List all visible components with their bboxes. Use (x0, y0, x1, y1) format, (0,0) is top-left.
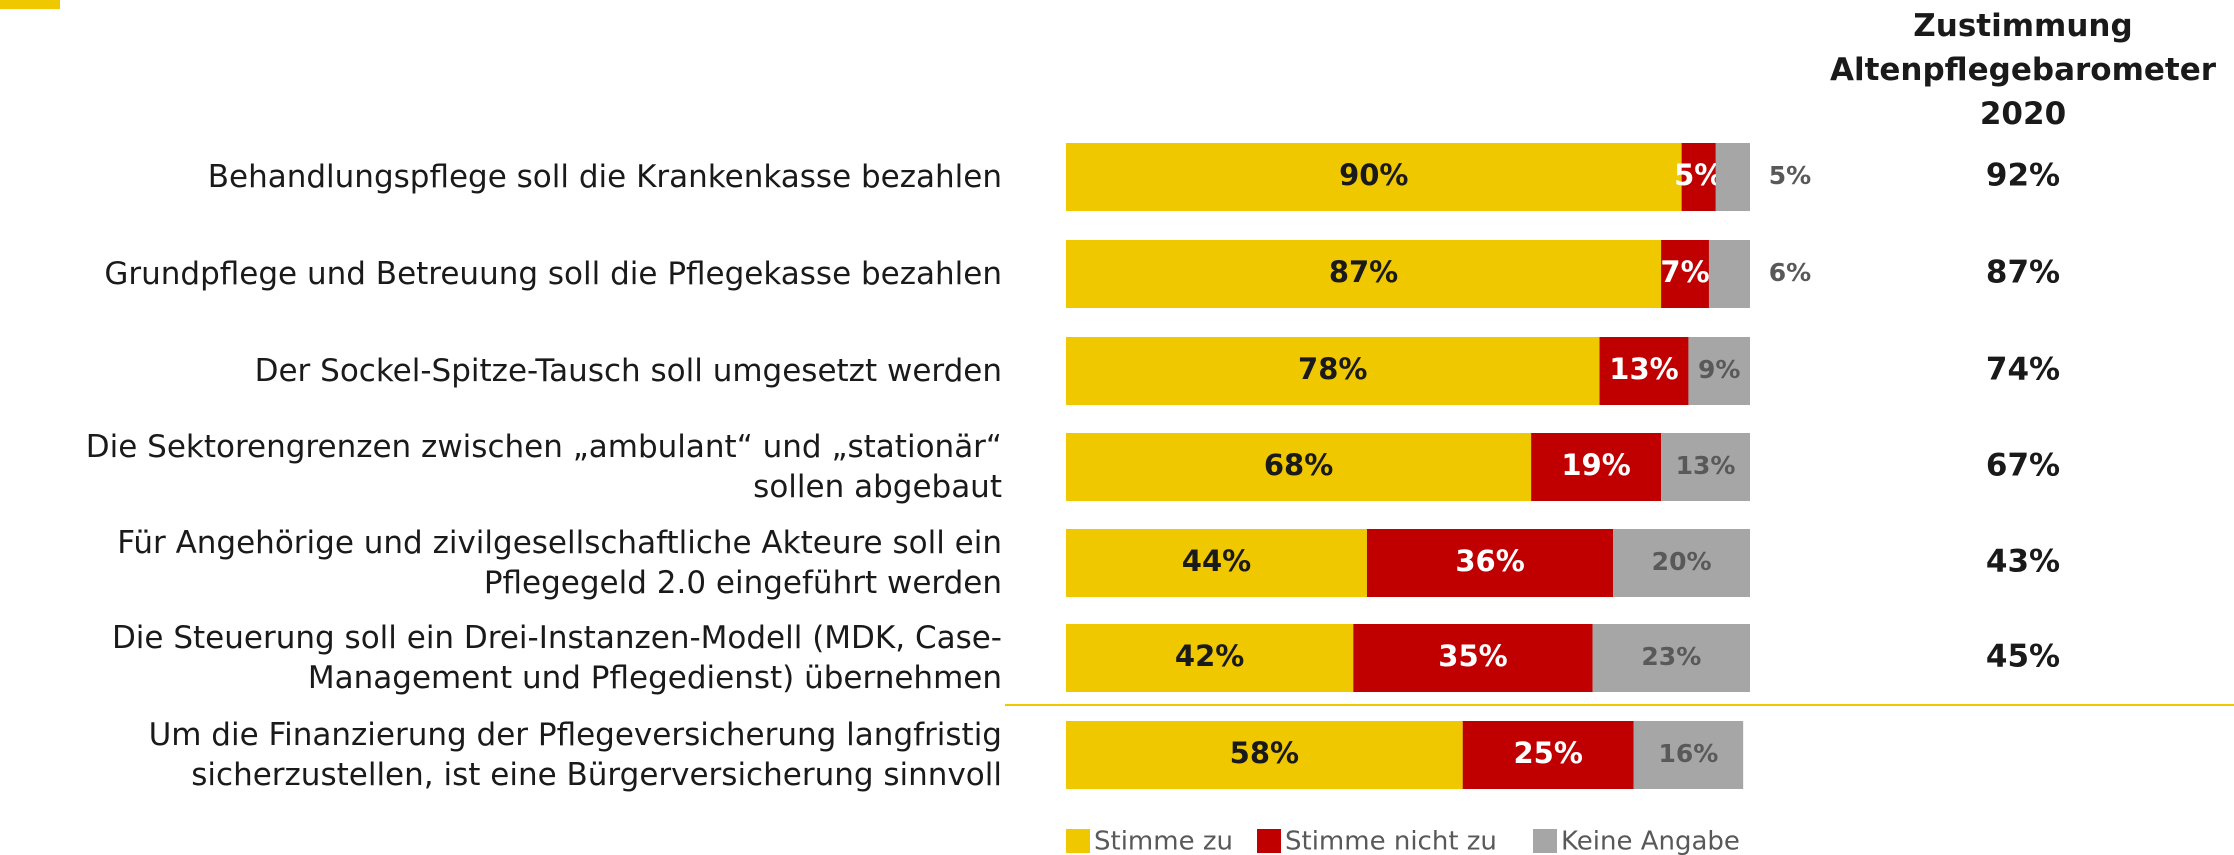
data-label: 9% (1698, 355, 1740, 384)
data-label: 68% (1264, 448, 1333, 482)
data-label: 13% (1609, 352, 1678, 386)
data-label: 25% (1514, 736, 1583, 770)
bar-segment (1366, 529, 1614, 597)
bar-segment (1661, 240, 1709, 308)
data-label: 23% (1641, 642, 1701, 671)
legend-label: Keine Angabe (1561, 827, 1740, 855)
category-label: Behandlungspflege soll die Krankenkasse … (207, 159, 1002, 195)
bar-segment (1681, 143, 1716, 211)
bar-segment (1599, 337, 1689, 405)
bar-segment (1661, 433, 1750, 501)
barometer-value: 74% (1986, 352, 2060, 388)
data-label: 5% (1674, 158, 1723, 192)
barometer-title: Zustimmung Altenpflegebarometer 2020 (1829, 8, 2217, 132)
legend-label: Stimme zu (1094, 827, 1233, 855)
data-label: 7% (1660, 255, 1709, 289)
data-label: 36% (1455, 544, 1524, 578)
legend-swatch (1066, 829, 1090, 853)
category-label: Der Sockel-Spitze-Tausch soll umgesetzt … (254, 353, 1002, 389)
bar-segment (1353, 624, 1593, 692)
bar-segment (1613, 529, 1750, 597)
barometer-value: 67% (1986, 448, 2060, 484)
corner-accent (0, 0, 60, 9)
bar-segment (1066, 433, 1532, 501)
legend-label: Stimme nicht zu (1285, 827, 1497, 855)
data-label: 58% (1230, 736, 1299, 770)
bar-segment (1531, 433, 1662, 501)
data-label: 20% (1652, 547, 1712, 576)
barometer-value: 43% (1986, 544, 2060, 580)
category-label: Die Sektorengrenzen zwischen „ambulant“ … (85, 429, 1002, 505)
barometer-value: 45% (1986, 639, 2060, 675)
bar-segment (1066, 721, 1463, 789)
bar-segment (1708, 240, 1750, 308)
data-label: 16% (1659, 739, 1719, 768)
bar-segment (1462, 721, 1634, 789)
data-label: 35% (1438, 639, 1507, 673)
data-label: 5% (1769, 161, 1811, 190)
barometer-value: 92% (1986, 158, 2060, 194)
bar-segment (1715, 143, 1750, 211)
bar-segment (1592, 624, 1750, 692)
category-label: Die Steuerung soll ein Drei-Instanzen-Mo… (111, 620, 1002, 696)
bar-segment (1066, 624, 1354, 692)
category-label: Um die Finanzierung der Pflegeversicheru… (148, 717, 1002, 793)
bar-segment (1066, 529, 1367, 597)
barometer-value: 87% (1986, 255, 2060, 291)
data-label: 6% (1769, 258, 1811, 287)
bar-segment (1066, 240, 1662, 308)
bar-segment (1633, 721, 1744, 789)
data-label: 90% (1339, 158, 1408, 192)
bar-segment (1066, 337, 1600, 405)
category-label: Grundpflege und Betreuung soll die Pfleg… (104, 256, 1002, 292)
data-label: 19% (1561, 448, 1630, 482)
bar-segment (1066, 143, 1682, 211)
category-label: Für Angehörige und zivilgesellschaftlich… (117, 525, 1002, 601)
legend-swatch (1257, 829, 1281, 853)
data-label: 78% (1298, 352, 1367, 386)
data-label: 44% (1182, 544, 1251, 578)
data-label: 42% (1175, 639, 1244, 673)
data-label: 13% (1676, 451, 1736, 480)
bar-segment (1688, 337, 1750, 405)
data-label: 87% (1329, 255, 1398, 289)
legend-swatch (1533, 829, 1557, 853)
